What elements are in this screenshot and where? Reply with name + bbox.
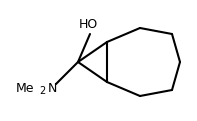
Text: 2: 2 bbox=[39, 86, 45, 96]
Text: Me: Me bbox=[16, 82, 34, 95]
Text: HO: HO bbox=[78, 19, 98, 31]
Text: N: N bbox=[47, 82, 57, 95]
